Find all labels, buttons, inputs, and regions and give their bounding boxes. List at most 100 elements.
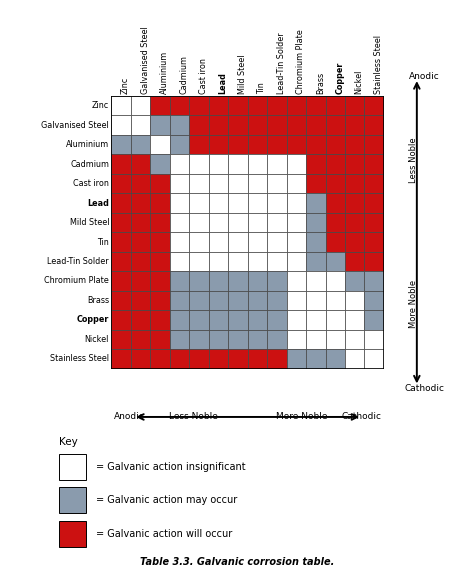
Bar [150, 116, 170, 135]
Bar [365, 329, 384, 349]
Bar [287, 154, 306, 174]
Bar [189, 252, 209, 271]
Bar [267, 349, 287, 369]
Bar [150, 174, 170, 193]
Bar [209, 193, 228, 213]
Bar [228, 213, 247, 233]
Text: Less Noble: Less Noble [169, 413, 218, 421]
Bar [189, 135, 209, 154]
Bar [306, 96, 326, 116]
Text: Cadmium: Cadmium [180, 55, 189, 95]
Text: = Galvanic action insignificant: = Galvanic action insignificant [96, 462, 246, 472]
Bar [287, 174, 306, 193]
Bar [247, 329, 267, 349]
Bar [267, 329, 287, 349]
Bar [365, 135, 384, 154]
Text: Key: Key [59, 437, 78, 447]
Bar [365, 154, 384, 174]
Bar [365, 252, 384, 271]
Bar [209, 271, 228, 291]
Bar [267, 252, 287, 271]
Bar [189, 310, 209, 329]
Text: Stainless Steel: Stainless Steel [374, 35, 383, 95]
Bar [247, 271, 267, 291]
Bar [111, 116, 131, 135]
Text: Table 3.3. Galvanic corrosion table.: Table 3.3. Galvanic corrosion table. [140, 557, 334, 567]
Bar [228, 96, 247, 116]
Bar [287, 193, 306, 213]
Bar [267, 193, 287, 213]
Bar [59, 454, 86, 480]
Bar [189, 329, 209, 349]
Bar [111, 349, 131, 369]
Bar [228, 174, 247, 193]
Bar [170, 291, 189, 310]
Bar [209, 116, 228, 135]
Bar [170, 213, 189, 233]
Bar [306, 116, 326, 135]
Bar [209, 174, 228, 193]
Bar [131, 193, 150, 213]
Bar [287, 329, 306, 349]
Bar [365, 193, 384, 213]
Text: Cast iron: Cast iron [73, 179, 109, 188]
Bar [131, 310, 150, 329]
Text: More Noble: More Noble [276, 413, 328, 421]
Bar [189, 349, 209, 369]
Bar [247, 291, 267, 310]
Bar [267, 291, 287, 310]
Bar [228, 271, 247, 291]
Bar [345, 233, 365, 252]
Bar [326, 291, 345, 310]
Bar [247, 252, 267, 271]
Text: Nickel: Nickel [355, 70, 364, 95]
Bar [131, 271, 150, 291]
Text: Mild Steel: Mild Steel [70, 218, 109, 227]
Bar [365, 174, 384, 193]
Bar [345, 96, 365, 116]
Bar [267, 310, 287, 329]
Bar [287, 116, 306, 135]
Bar [326, 310, 345, 329]
Bar [247, 310, 267, 329]
Bar [306, 193, 326, 213]
Bar [111, 213, 131, 233]
Bar [111, 291, 131, 310]
Bar [189, 193, 209, 213]
Bar [150, 252, 170, 271]
Bar [345, 135, 365, 154]
Bar [150, 310, 170, 329]
Bar [326, 213, 345, 233]
Bar [267, 154, 287, 174]
Bar [189, 213, 209, 233]
Text: = Galvanic action may occur: = Galvanic action may occur [96, 495, 237, 505]
Bar [131, 349, 150, 369]
Text: Cathodic: Cathodic [404, 384, 444, 393]
Text: Lead-Tin Solder: Lead-Tin Solder [277, 33, 286, 95]
Bar [170, 310, 189, 329]
Bar [267, 116, 287, 135]
Bar [345, 252, 365, 271]
Bar [326, 252, 345, 271]
Bar [170, 154, 189, 174]
Bar [150, 349, 170, 369]
Bar [170, 329, 189, 349]
Bar [189, 154, 209, 174]
Bar [170, 271, 189, 291]
Bar [326, 135, 345, 154]
Bar [111, 135, 131, 154]
Bar [170, 193, 189, 213]
Bar [287, 96, 306, 116]
Bar [306, 233, 326, 252]
Bar [209, 329, 228, 349]
Text: Aluminium: Aluminium [66, 140, 109, 149]
Text: Lead-Tin Solder: Lead-Tin Solder [47, 257, 109, 266]
Bar [306, 213, 326, 233]
Bar [209, 291, 228, 310]
Text: Tin: Tin [97, 238, 109, 246]
Bar [131, 96, 150, 116]
Bar [345, 193, 365, 213]
Bar [247, 193, 267, 213]
Bar [59, 520, 86, 547]
Bar [228, 252, 247, 271]
